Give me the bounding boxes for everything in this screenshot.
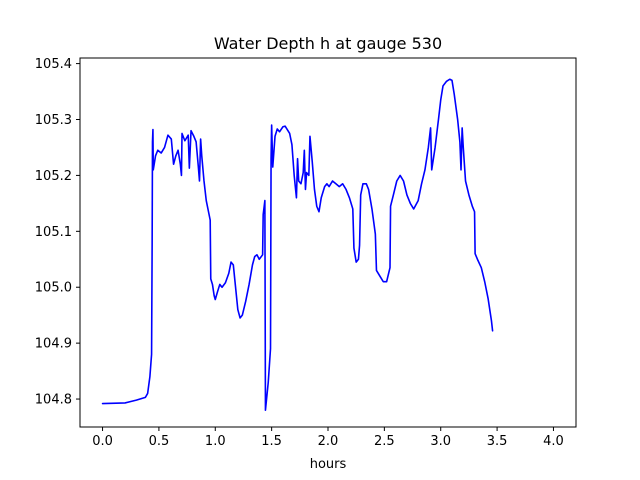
x-tick-label: 0.0	[92, 434, 113, 449]
y-tick-label: 105.2	[35, 169, 72, 184]
x-axis-label: hours	[310, 457, 347, 472]
axes: 0.0 0.5 1.0 1.5 2.0 2.5 3.0 3.5 4.0 104.8 104.9 105…	[35, 57, 564, 449]
y-tick-label: 104.8	[35, 393, 72, 408]
x-tick-label: 0.5	[149, 434, 170, 449]
chart-title: Water Depth h at gauge 530	[214, 34, 442, 53]
y-tick-label: 105.1	[35, 225, 72, 240]
y-tick-label: 104.9	[35, 337, 72, 352]
x-tick-label: 1.5	[261, 434, 282, 449]
x-tick-label: 1.0	[205, 434, 226, 449]
x-tick-label: 4.0	[543, 434, 564, 449]
x-tick-label: 2.5	[374, 434, 395, 449]
x-tick-label: 3.5	[487, 434, 508, 449]
y-tick-label: 105.3	[35, 113, 72, 128]
y-tick-label: 105.4	[35, 57, 72, 72]
series-line-0	[101, 78, 494, 412]
x-tick-label: 2.0	[318, 434, 339, 449]
y-tick-label: 105.0	[35, 281, 72, 296]
x-tick-label: 3.0	[430, 434, 451, 449]
